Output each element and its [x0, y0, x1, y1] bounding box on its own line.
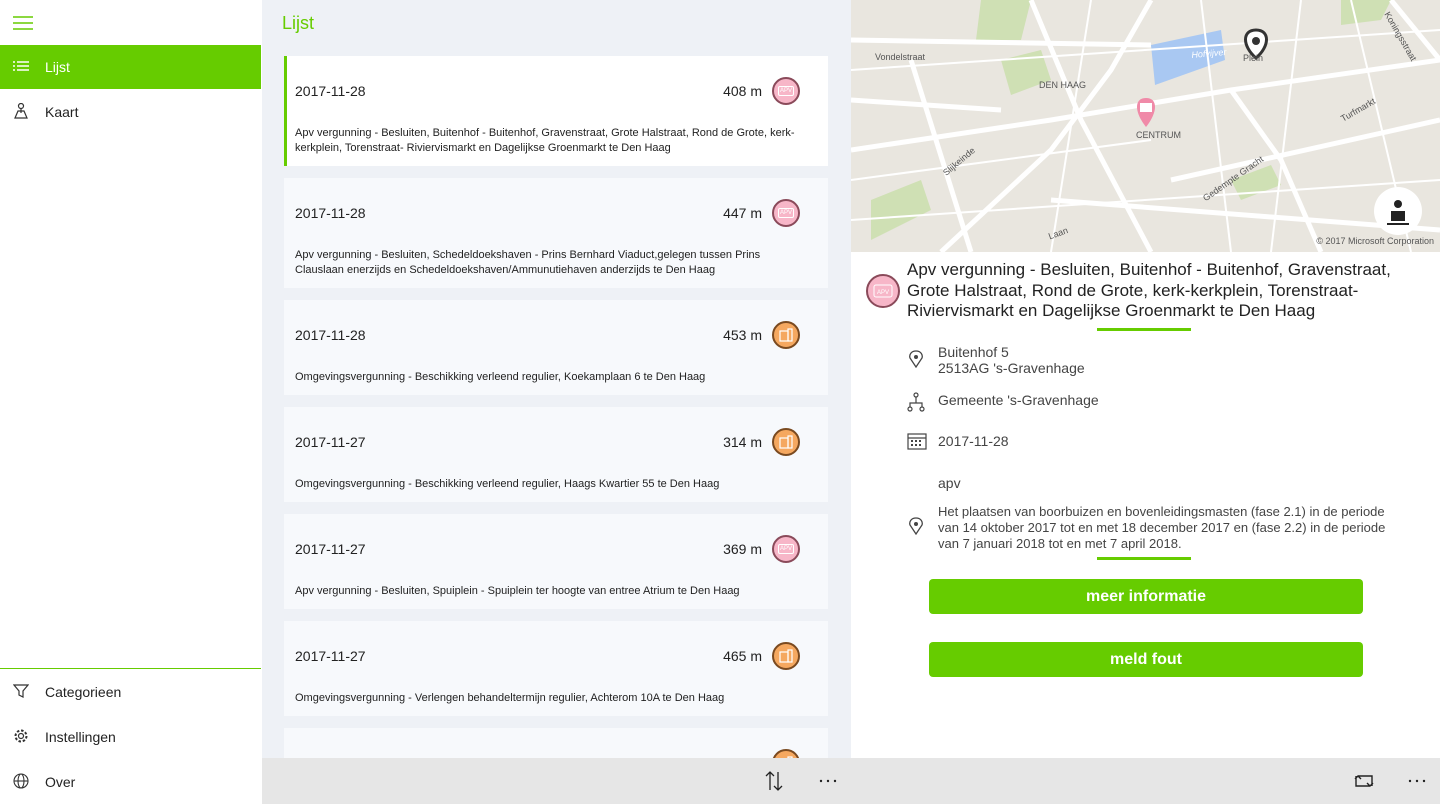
list-item[interactable]: 2017-11-28 408 m APV Apv vergunning - Beslu… — [284, 56, 828, 166]
item-badge: APV — [772, 199, 800, 227]
more-button[interactable] — [818, 778, 838, 784]
item-date: 2017-11-28 — [295, 83, 366, 99]
report-error-button[interactable]: meld fout — [929, 642, 1363, 677]
item-header: 2017-11-2462 m — [295, 728, 800, 758]
item-description: Omgevingsvergunning - Verlengen behandel… — [295, 692, 725, 704]
command-bar — [262, 758, 1440, 804]
item-badge — [772, 642, 800, 670]
item-badge: APV — [772, 77, 800, 105]
nav-label: Lijst — [45, 59, 70, 75]
list-item[interactable]: 2017-11-27 314 m Omgevingsvergunning - Bes… — [284, 407, 828, 502]
item-header: 2017-11-27 369 m APV — [295, 514, 800, 584]
item-date: 2017-11-28 — [295, 205, 366, 221]
detail-badge: APV — [866, 274, 900, 308]
item-badge — [772, 749, 800, 758]
map-graphics — [851, 0, 1440, 252]
item-distance: 453 m — [723, 327, 762, 343]
separator — [0, 668, 261, 669]
item-description: Omgevingsvergunning - Beschikking verlee… — [295, 371, 706, 383]
list-title: Lijst — [282, 13, 315, 33]
building-icon — [779, 328, 793, 342]
item-distance: 408 m — [723, 83, 762, 99]
item-header: 2017-11-28 408 m APV — [295, 56, 800, 126]
map[interactable]: © 2017 Microsoft Corporation Vondelstraa… — [851, 0, 1440, 252]
sort-button[interactable] — [764, 771, 784, 791]
item-description: Omgevingsvergunning - Beschikking verlee… — [295, 478, 720, 490]
description: Het plaatsen van boorbuizen en bovenleid… — [938, 504, 1386, 551]
item-badge — [772, 321, 800, 349]
item-date: 2017-11-27 — [295, 648, 366, 664]
nav-label: Over — [45, 774, 76, 790]
sidebar: Lijst Kaart Categorieen Instellingen Ove… — [0, 0, 261, 804]
menu-button[interactable] — [13, 16, 33, 30]
building-icon — [779, 649, 793, 663]
location-icon — [909, 517, 923, 535]
map-label: DEN HAAG — [1039, 80, 1087, 90]
list-pane: Lijst 2017-11-28 408 m APV Apv vergunning -… — [262, 0, 851, 804]
badge-text: APV — [777, 544, 794, 554]
list-item[interactable]: 2017-11-27 465 m Omgevingsvergunning - Ver… — [284, 621, 828, 716]
item-date: 2017-11-28 — [295, 327, 366, 343]
list-item[interactable]: 2017-11-2462 m — [284, 728, 828, 758]
item-distance: 62 m — [731, 755, 762, 758]
address-line: 2513AG 's-Gravenhage — [938, 360, 1085, 376]
detail-title: Apv vergunning - Besluiten, Buitenhof - … — [907, 260, 1391, 320]
item-description: Apv vergunning - Besluiten, Buitenhof - … — [295, 127, 795, 154]
list-item[interactable]: 2017-11-28 447 m APV Apv vergunning - Beslu… — [284, 178, 828, 288]
item-header: 2017-11-27 465 m — [295, 621, 800, 691]
org-icon — [907, 392, 925, 412]
item-badge — [772, 428, 800, 456]
nav-label: Categorieen — [45, 684, 122, 700]
divider — [1097, 328, 1191, 331]
list: 2017-11-28 408 m APV Apv vergunning - Beslu… — [284, 56, 828, 758]
item-distance: 447 m — [723, 205, 762, 221]
badge-text: APV — [777, 208, 794, 218]
nav-item[interactable]: Categorieen — [0, 670, 261, 714]
building-icon — [779, 435, 793, 449]
item-badge: APV — [772, 535, 800, 563]
municipality: Gemeente 's-Gravenhage — [938, 392, 1099, 408]
divider — [1097, 557, 1191, 560]
nav-label: Instellingen — [45, 729, 116, 745]
item-distance: 314 m — [723, 434, 762, 450]
category: apv — [938, 475, 961, 491]
nav-item[interactable]: Lijst — [0, 45, 261, 89]
calendar-icon — [907, 433, 927, 450]
item-description: Apv vergunning - Besluiten, Spuiplein - … — [295, 585, 740, 597]
detail-pane: © 2017 Microsoft Corporation Vondelstraa… — [851, 0, 1440, 758]
address: Buitenhof 5 2513AG 's-Gravenhage — [938, 344, 1085, 376]
address-line: Buitenhof 5 — [938, 344, 1009, 360]
item-header: 2017-11-27 314 m — [295, 407, 800, 477]
item-header: 2017-11-28 453 m — [295, 300, 800, 370]
map-copyright: © 2017 Microsoft Corporation — [1316, 236, 1434, 246]
location-icon — [909, 350, 923, 368]
nav-item[interactable]: Kaart — [0, 90, 261, 134]
badge-text: APV — [777, 86, 794, 96]
item-distance: 369 m — [723, 541, 762, 557]
map-label: CENTRUM — [1136, 130, 1181, 140]
more-info-button[interactable]: meer informatie — [929, 579, 1363, 614]
date: 2017-11-28 — [938, 433, 1009, 449]
map-label: Plein — [1243, 53, 1264, 63]
badge-text: APV — [877, 290, 889, 296]
nav-item[interactable]: Over — [0, 760, 261, 804]
item-date: 2017-11-24 — [295, 755, 731, 758]
item-date: 2017-11-27 — [295, 541, 366, 557]
item-distance: 465 m — [723, 648, 762, 664]
nav-item[interactable]: Instellingen — [0, 715, 261, 759]
list-item[interactable]: 2017-11-28 453 m Omgevingsvergunning - Bes… — [284, 300, 828, 395]
nav-label: Kaart — [45, 104, 79, 120]
item-header: 2017-11-28 447 m APV — [295, 178, 800, 248]
repeat-button[interactable] — [1354, 772, 1374, 790]
building-icon — [787, 756, 793, 758]
item-date: 2017-11-27 — [295, 434, 366, 450]
more-button[interactable] — [1407, 778, 1427, 784]
list-item[interactable]: 2017-11-27 369 m APV Apv vergunning - Beslu… — [284, 514, 828, 609]
map-label: Vondelstraat — [875, 52, 926, 62]
item-description: Apv vergunning - Besluiten, Schedeldoeks… — [295, 249, 761, 276]
